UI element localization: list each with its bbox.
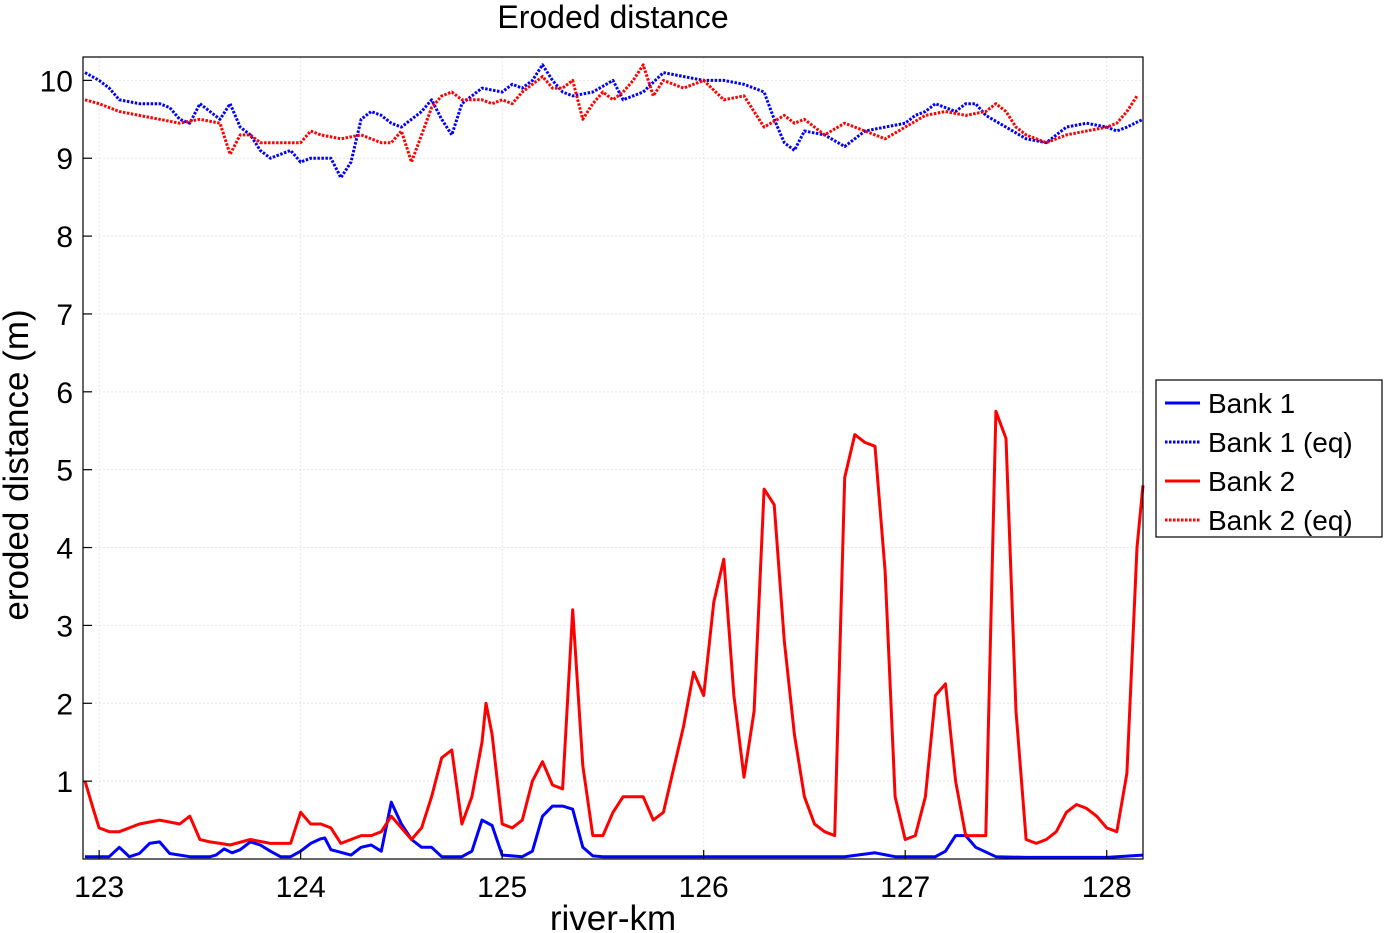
y-tick-label: 1	[56, 766, 73, 799]
y-axis-title: eroded distance (m)	[0, 309, 36, 620]
legend-label: Bank 2	[1208, 466, 1295, 497]
x-tick-label: 124	[276, 871, 326, 904]
legend-label: Bank 1	[1208, 388, 1295, 419]
legend: Bank 1 Bank 1 (eq) Bank 2 Bank 2 (eq)	[1155, 379, 1383, 538]
series-line-bank-1	[85, 800, 1144, 859]
y-tick-label: 8	[56, 221, 73, 254]
x-tick-label: 126	[679, 871, 729, 904]
y-tick-label: 6	[56, 377, 73, 410]
grid	[83, 57, 1143, 859]
y-tick-label: 5	[56, 455, 73, 488]
y-tick-label: 7	[56, 299, 73, 332]
x-axis-title: river-km	[550, 899, 676, 933]
y-tick-label: 3	[56, 610, 73, 643]
x-tick-label: 127	[880, 871, 930, 904]
x-tick-label: 125	[477, 871, 527, 904]
x-tick-label: 123	[74, 871, 124, 904]
y-tick-label: 2	[56, 688, 73, 721]
series-line-bank-2-eq	[84, 63, 1139, 164]
legend-label: Bank 1 (eq)	[1208, 427, 1353, 458]
y-tick-label: 4	[56, 533, 73, 566]
plot-series	[83, 63, 1145, 859]
plot-frame	[82, 56, 1144, 860]
series-line-bank-1-eq	[84, 63, 1144, 180]
series-line-bank-2	[83, 409, 1145, 847]
legend-label: Bank 2 (eq)	[1208, 505, 1353, 536]
x-tick-label: 128	[1082, 871, 1132, 904]
legend-box	[1155, 379, 1383, 538]
y-tick-label: 9	[56, 143, 73, 176]
chart-title: Eroded distance	[497, 0, 728, 35]
y-tick-label: 10	[40, 65, 73, 98]
